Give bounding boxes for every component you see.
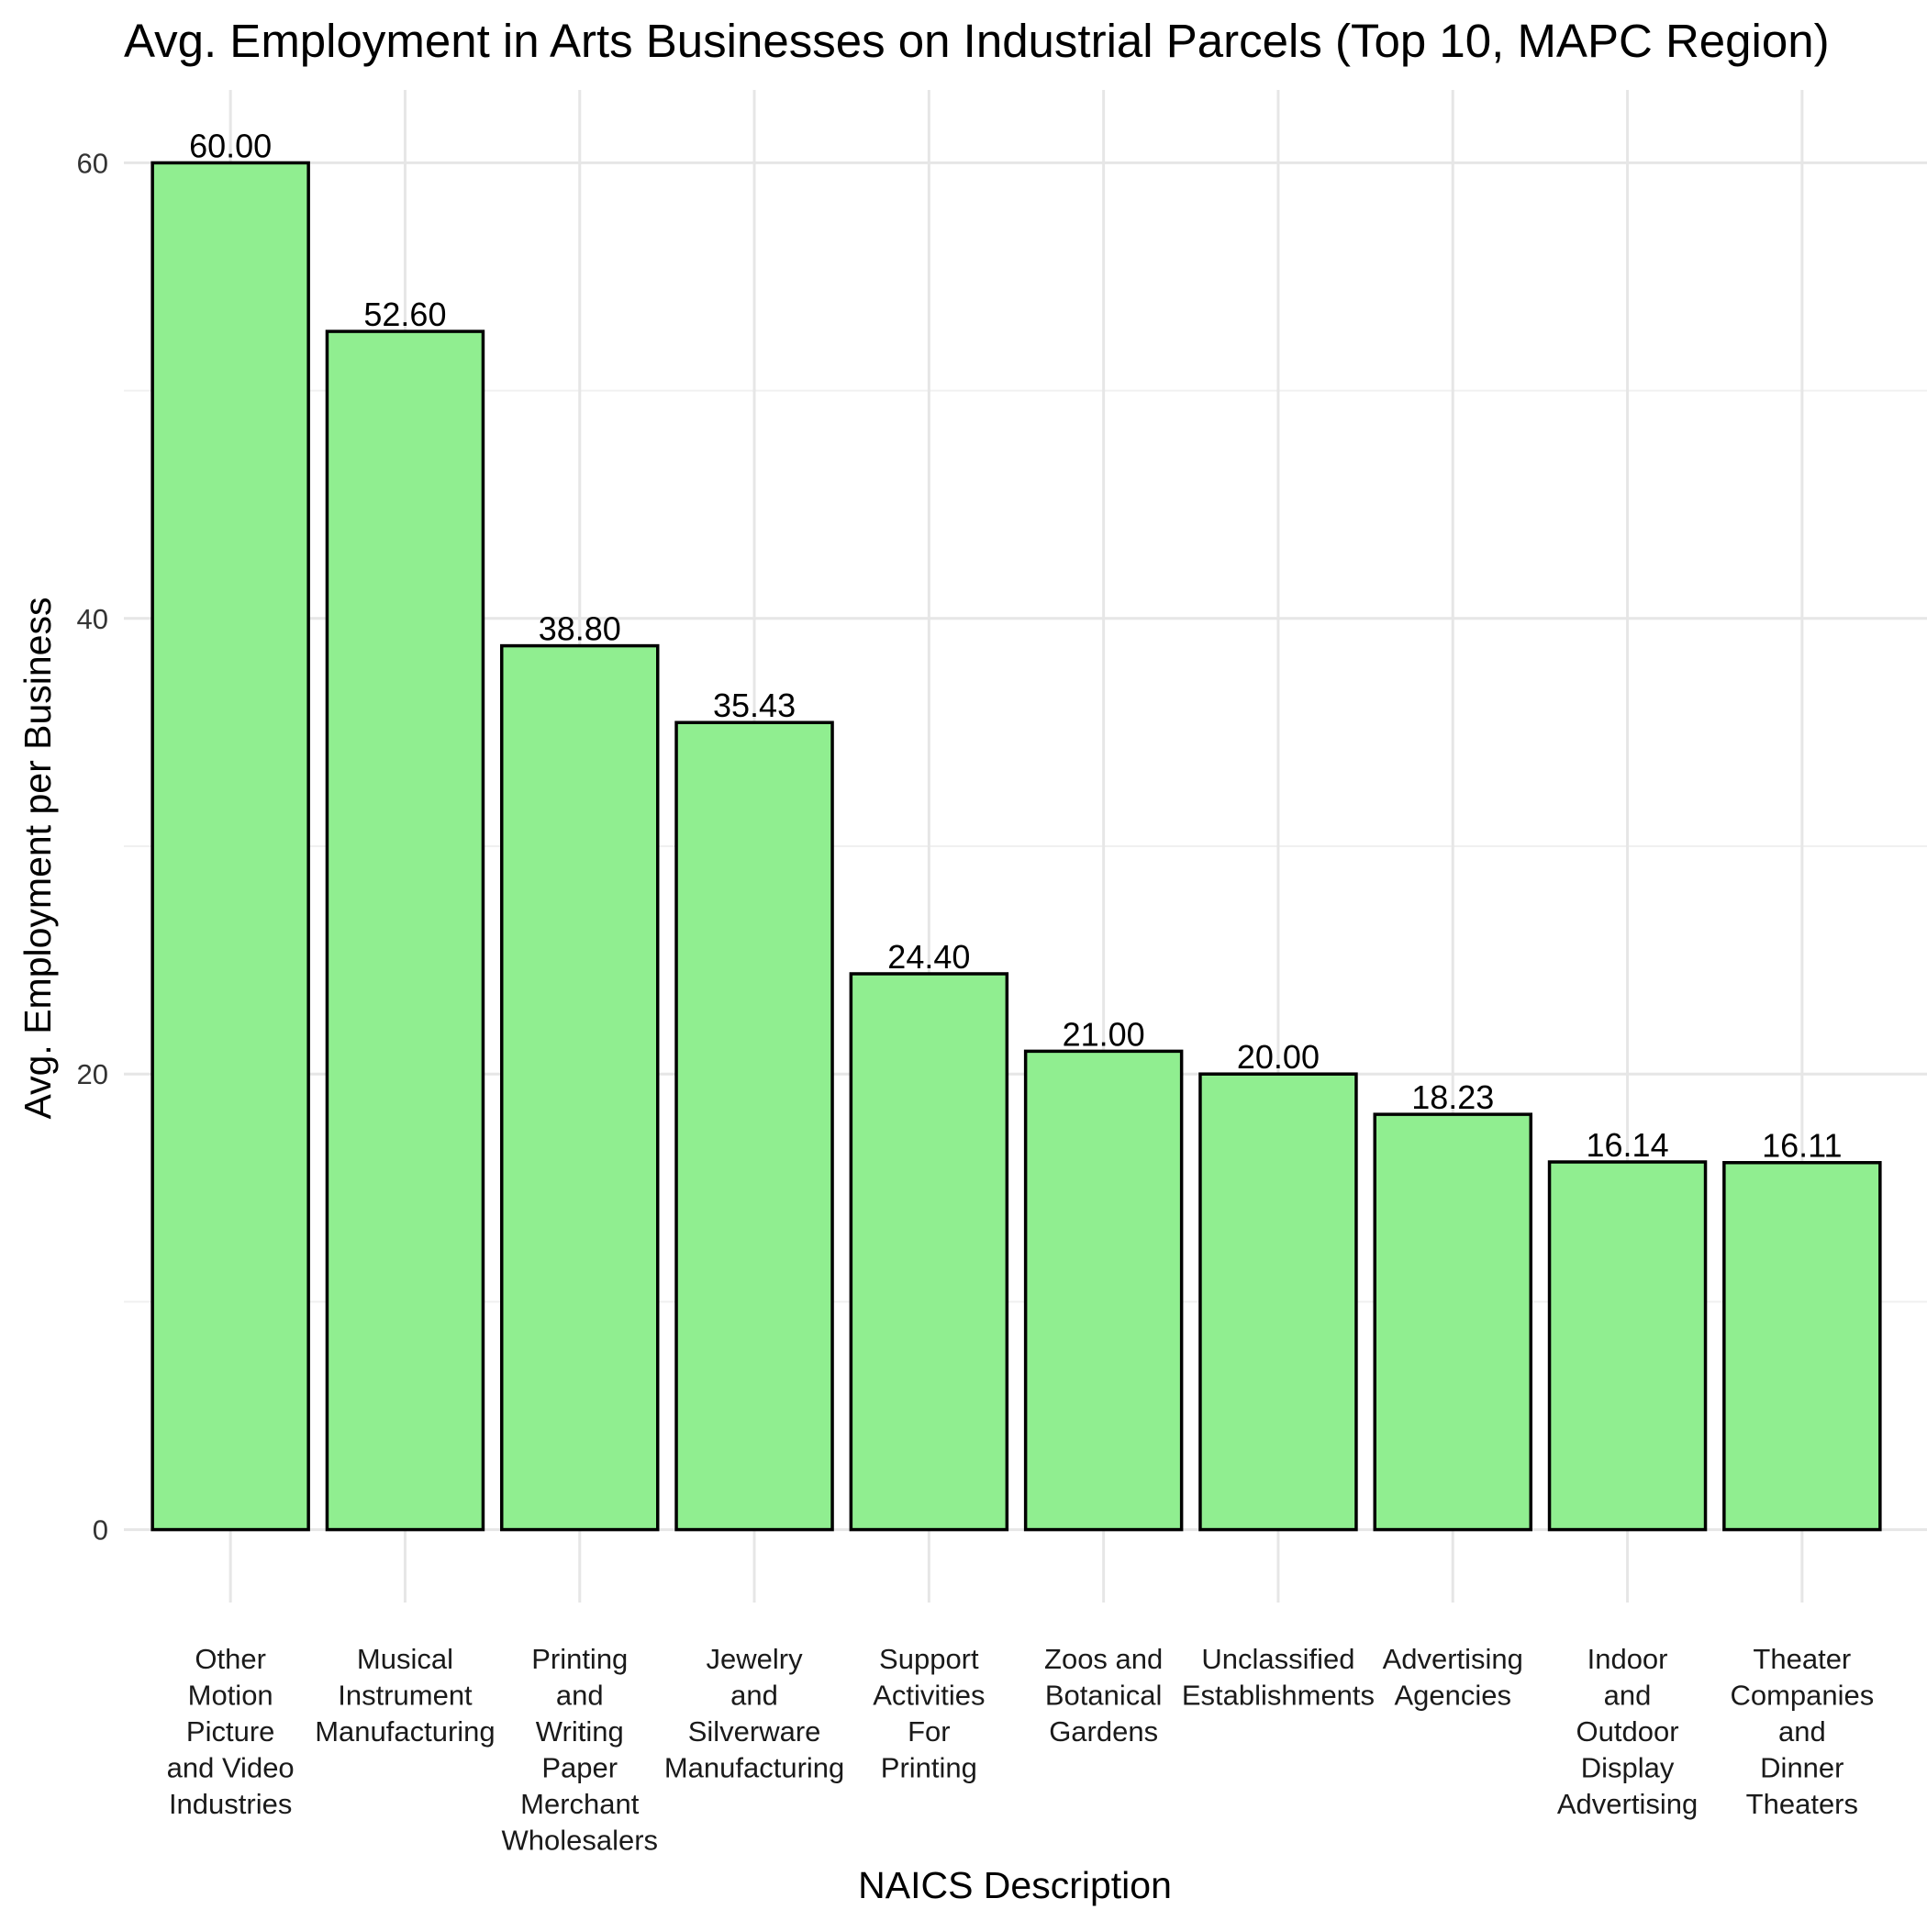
x-axis-title: NAICS Description — [858, 1864, 1172, 1906]
bar — [1023, 1049, 1184, 1532]
x-tick-label: Jewelry and Silverware Manufacturing — [664, 1643, 844, 1784]
bar — [1373, 1112, 1532, 1532]
chart-title: Avg. Employment in Arts Businesses on In… — [124, 15, 1830, 67]
bar — [1198, 1072, 1358, 1532]
y-axis-ticks: 0 20 40 60 — [77, 147, 108, 1546]
x-tick-label: Advertising Agencies — [1383, 1643, 1523, 1712]
x-tick-label: Other Motion Picture and Video Industries — [167, 1643, 295, 1820]
bar-value-label: 60.00 — [189, 127, 272, 164]
y-tick-label: 60 — [77, 147, 108, 179]
bar-value-label: 35.43 — [713, 687, 796, 724]
bar-value-label: 16.11 — [1762, 1127, 1842, 1165]
bar-value-label: 24.40 — [887, 938, 970, 976]
x-tick-label: Support Activities For Printing — [873, 1643, 985, 1784]
bar — [150, 161, 310, 1532]
y-tick-label: 20 — [77, 1058, 108, 1090]
bar-value-label: 38.80 — [539, 610, 621, 648]
x-axis-ticks: Other Motion Picture and Video IndustriesMus… — [167, 1643, 1875, 1857]
y-tick-label: 0 — [93, 1514, 108, 1547]
bar-value-label: 52.60 — [363, 296, 446, 333]
x-tick-label: Musical Instrument Manufacturing — [315, 1643, 495, 1748]
bar-value-label: 18.23 — [1411, 1078, 1494, 1116]
bar — [500, 643, 660, 1532]
bar — [1722, 1160, 1882, 1532]
bar-value-label: 16.14 — [1587, 1126, 1669, 1164]
bar — [325, 329, 485, 1532]
x-tick-label: Printing and Writing Paper Merchant Wholesale… — [501, 1643, 658, 1857]
y-axis-title: Avg. Employment per Business — [17, 597, 59, 1120]
x-tick-label: Theater Companies and Dinner Theaters — [1730, 1643, 1874, 1820]
value-labels: 60.00 52.60 38.80 35.43 24.40 21.00 20.00 18.23… — [189, 127, 1842, 1164]
bars — [150, 161, 1882, 1532]
x-tick-label: Zoos and Botanical Gardens — [1044, 1643, 1163, 1748]
x-tick-label: Unclassified Establishments — [1182, 1643, 1375, 1712]
bar — [1547, 1160, 1708, 1532]
bar-value-label: 21.00 — [1063, 1015, 1145, 1053]
y-tick-label: 40 — [77, 603, 108, 635]
bar-value-label: 20.00 — [1237, 1038, 1320, 1076]
bar — [849, 972, 1009, 1532]
x-tick-label: Indoor and Outdoor Display Advertising — [1557, 1643, 1698, 1820]
bar — [674, 720, 834, 1532]
